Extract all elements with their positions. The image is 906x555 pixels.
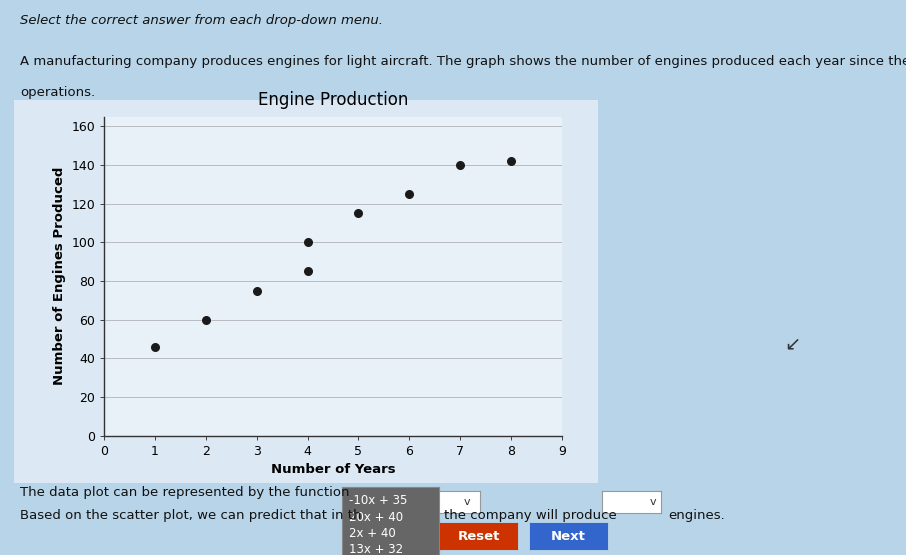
Text: The data plot can be represented by the function: The data plot can be represented by the … bbox=[20, 486, 350, 498]
Text: -10x + 35: -10x + 35 bbox=[349, 495, 408, 507]
Text: 20x + 40: 20x + 40 bbox=[349, 511, 403, 524]
Text: the company will produce: the company will produce bbox=[444, 509, 617, 522]
Text: A manufacturing company produces engines for light aircraft. The graph shows the: A manufacturing company produces engines… bbox=[20, 56, 906, 68]
Point bbox=[504, 157, 518, 165]
Text: Next: Next bbox=[551, 529, 586, 543]
Text: engines.: engines. bbox=[669, 509, 726, 522]
Y-axis label: Number of Engines Produced: Number of Engines Produced bbox=[53, 167, 66, 385]
Text: 13x + 32: 13x + 32 bbox=[349, 543, 403, 555]
Text: Reset: Reset bbox=[458, 529, 500, 543]
Point bbox=[402, 189, 417, 198]
Text: operations.: operations. bbox=[20, 86, 95, 99]
Point bbox=[300, 238, 314, 247]
Point bbox=[198, 315, 213, 324]
Text: Select the correct answer from each drop-down menu.: Select the correct answer from each drop… bbox=[20, 14, 383, 27]
Point bbox=[352, 209, 366, 218]
Text: Based on the scatter plot, we can predict that in th: Based on the scatter plot, we can predic… bbox=[20, 509, 361, 522]
Text: 2x + 40: 2x + 40 bbox=[349, 527, 396, 540]
Point bbox=[249, 286, 264, 295]
Title: Engine Production: Engine Production bbox=[258, 92, 408, 109]
Point bbox=[453, 160, 467, 169]
Text: ↙: ↙ bbox=[785, 335, 801, 354]
Point bbox=[300, 267, 314, 276]
X-axis label: Number of Years: Number of Years bbox=[271, 463, 395, 476]
Text: v: v bbox=[650, 497, 656, 507]
Text: v: v bbox=[464, 497, 470, 507]
Point bbox=[148, 342, 162, 351]
